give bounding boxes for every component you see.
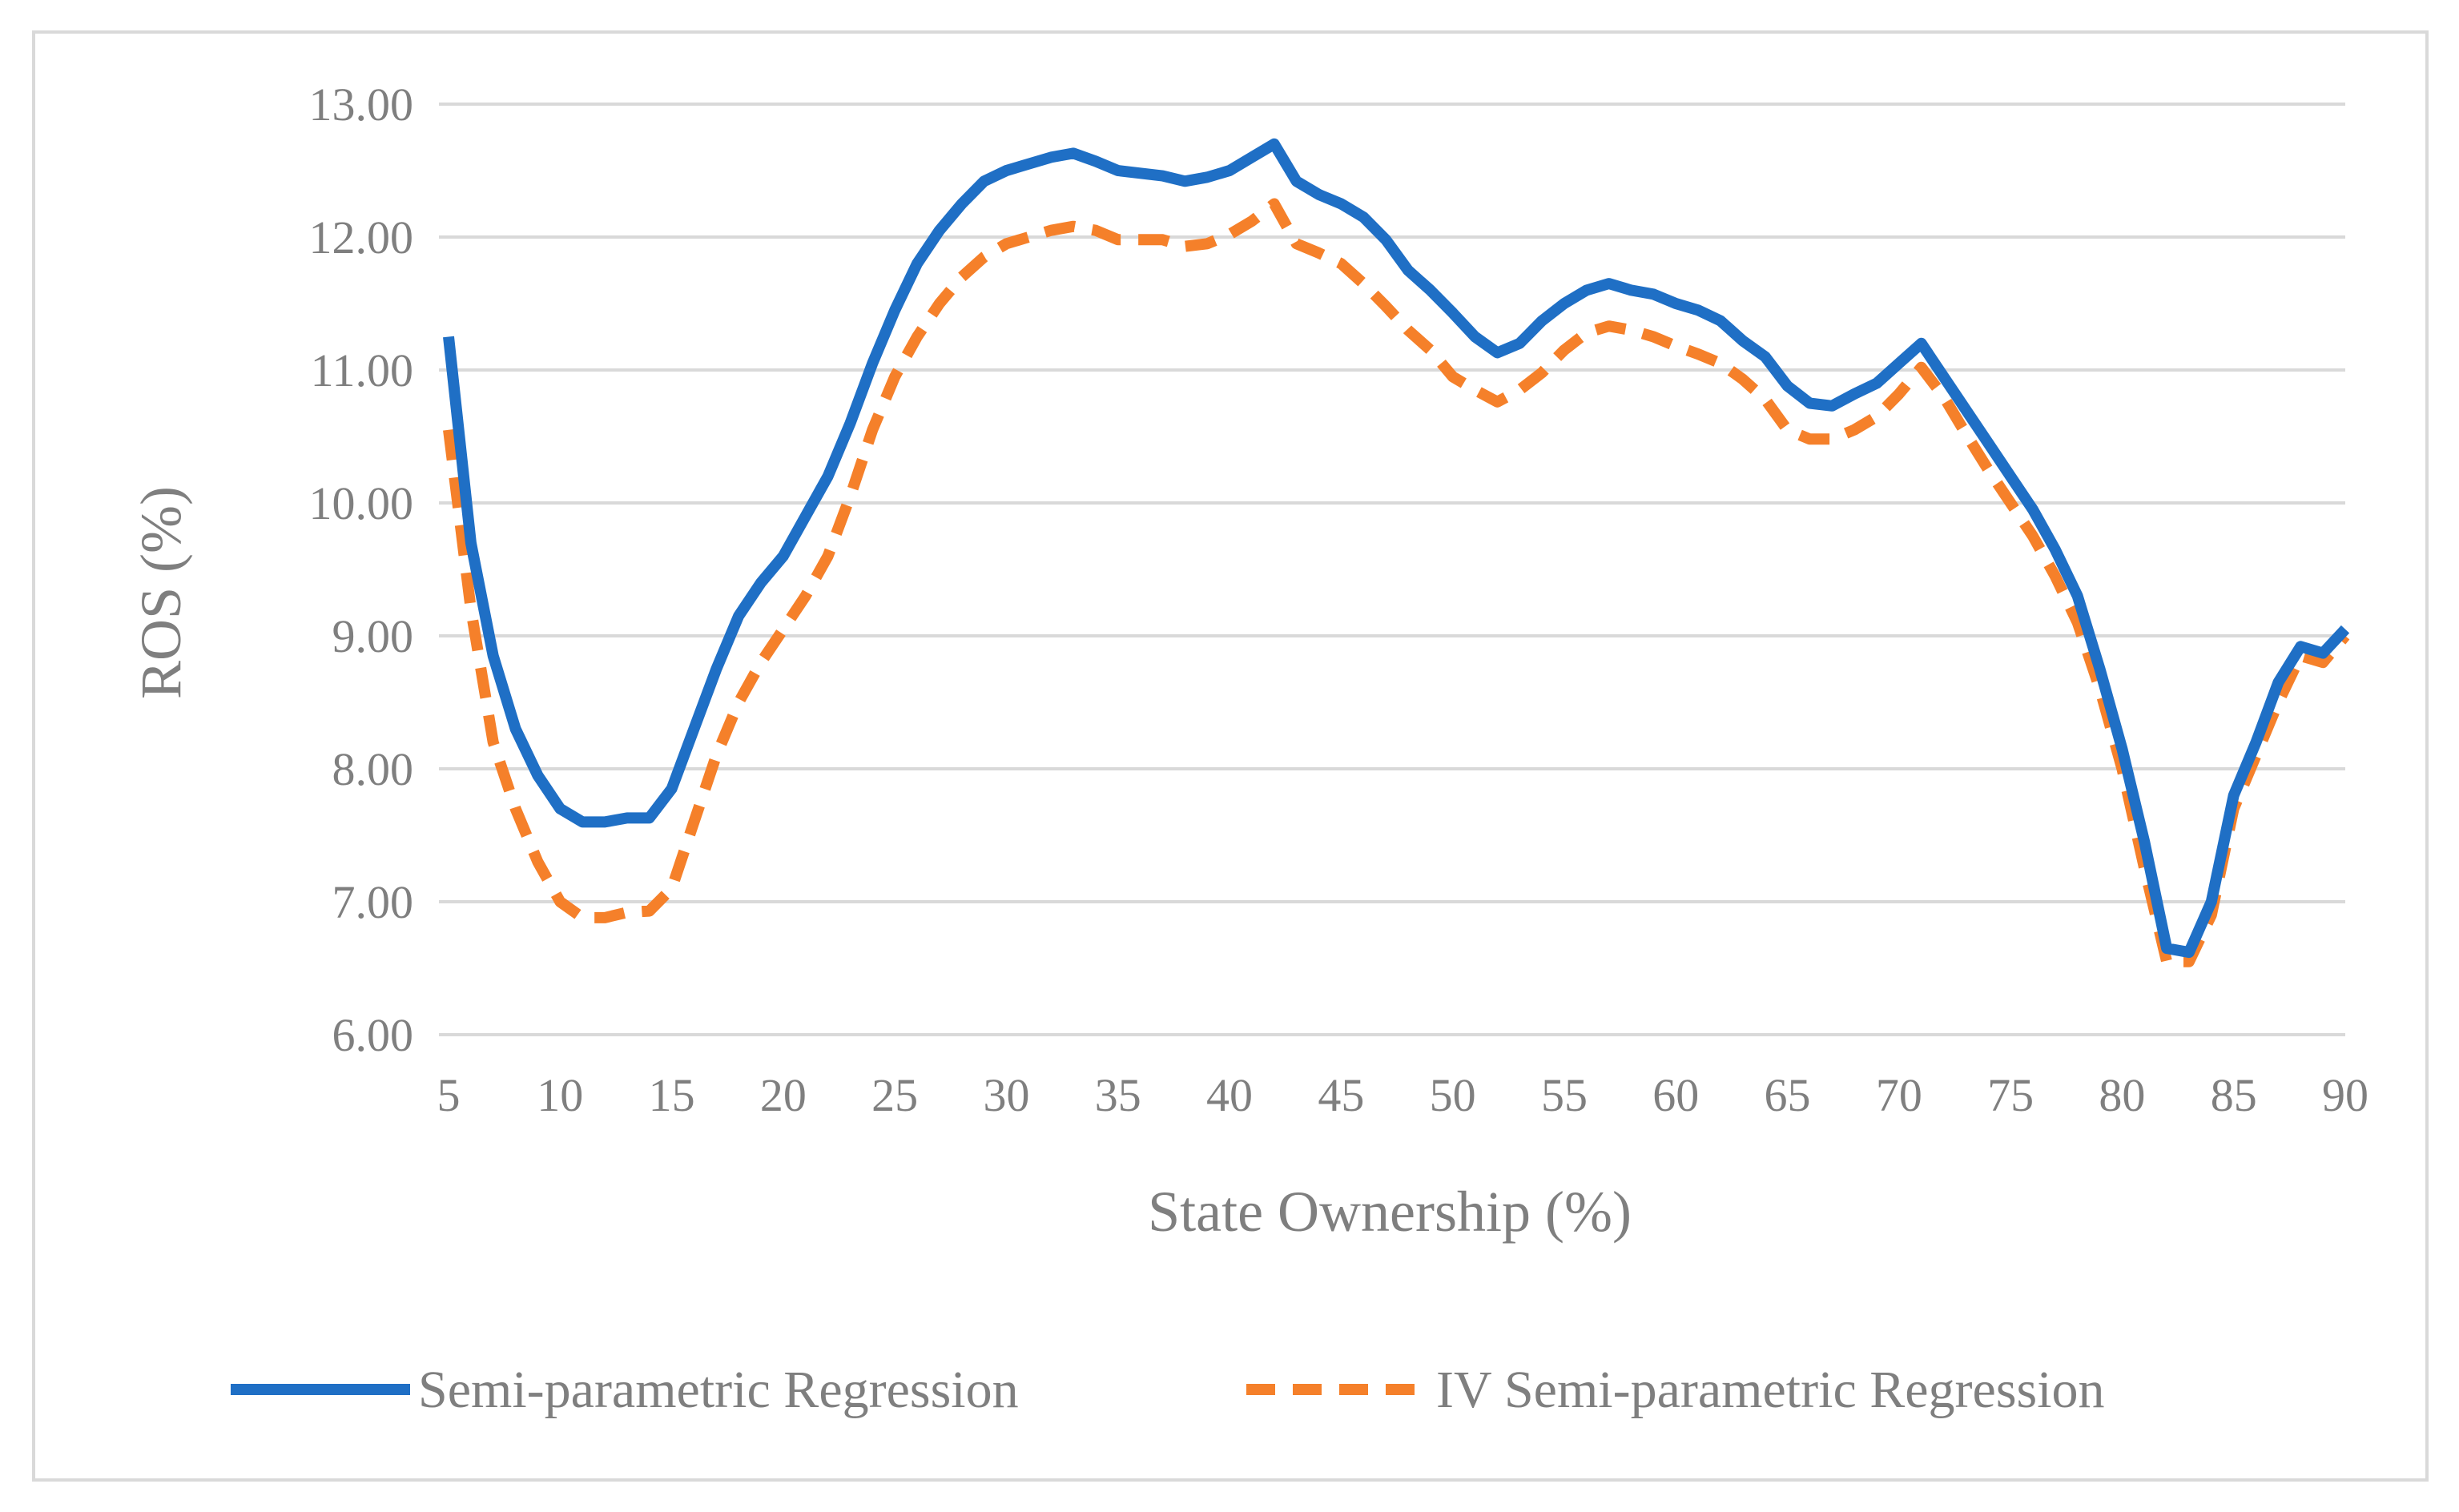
legend: Semi-parametric Regression IV Semi-param… <box>231 1361 2105 1419</box>
x-tick-label: 20 <box>760 1069 807 1121</box>
x-tick-label: 45 <box>1318 1069 1364 1121</box>
x-tick-label: 55 <box>1541 1069 1588 1121</box>
chart-frame <box>32 30 2429 1482</box>
y-tick-label: 9.00 <box>332 610 414 662</box>
x-tick-label: 35 <box>1095 1069 1141 1121</box>
x-tick-label: 60 <box>1652 1069 1699 1121</box>
y-tick-label: 6.00 <box>332 1009 414 1061</box>
x-axis-ticks: 5 10 15 20 25 30 35 40 45 50 55 60 65 70 75 80 85 90 <box>437 1069 2369 1121</box>
x-tick-label: 50 <box>1430 1069 1476 1121</box>
series-line-semi-parametric <box>443 138 2350 959</box>
y-tick-label: 8.00 <box>332 743 414 795</box>
x-tick-label: 15 <box>649 1069 695 1121</box>
legend-label-iv-semi-parametric: IV Semi-parametric Regression <box>1436 1361 2105 1419</box>
x-tick-label: 25 <box>871 1069 918 1121</box>
x-tick-label: 90 <box>2322 1069 2368 1121</box>
x-tick-label: 65 <box>1765 1069 1811 1121</box>
y-tick-label: 12.00 <box>309 211 414 263</box>
x-tick-label: 80 <box>2099 1069 2145 1121</box>
series-line-iv-semi-parametric <box>443 198 2350 967</box>
x-tick-label: 75 <box>1987 1069 2034 1121</box>
x-tick-label: 85 <box>2211 1069 2257 1121</box>
series-lines <box>443 138 2350 967</box>
x-tick-label: 70 <box>1876 1069 1922 1121</box>
y-tick-label: 7.00 <box>332 876 414 928</box>
y-axis-title: ROS (%) <box>129 486 193 699</box>
x-tick-label: 5 <box>437 1069 461 1121</box>
x-tick-label: 30 <box>983 1069 1029 1121</box>
gridlines <box>439 103 2345 903</box>
x-tick-label: 10 <box>537 1069 583 1121</box>
y-tick-label: 11.00 <box>311 344 413 396</box>
y-tick-label: 10.00 <box>309 477 414 529</box>
x-tick-label: 40 <box>1206 1069 1253 1121</box>
legend-label-semi-parametric: Semi-parametric Regression <box>418 1361 1019 1419</box>
y-axis-ticks: 6.00 7.00 8.00 9.00 10.00 11.00 12.00 13.00 <box>309 78 414 1061</box>
x-axis-title: State Ownership (%) <box>1148 1180 1632 1244</box>
y-tick-label: 13.00 <box>309 78 414 131</box>
